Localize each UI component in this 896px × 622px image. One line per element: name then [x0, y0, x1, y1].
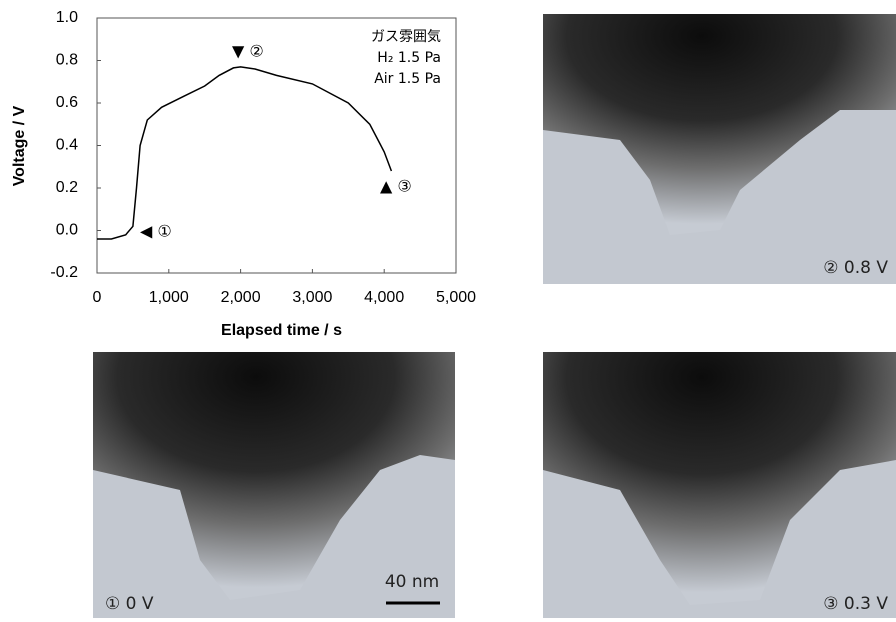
- x-tick-label: 5,000: [436, 289, 476, 306]
- condition-text: H₂ 1.5 Pa: [377, 50, 441, 66]
- panel-caption: ③ 0.3 V: [823, 594, 888, 614]
- y-tick-label: 0.4: [56, 137, 78, 154]
- tem-panel-2: [543, 14, 896, 284]
- x-tick-label: 4,000: [364, 289, 404, 306]
- y-tick-label: 0.0: [56, 222, 78, 239]
- annotation: ▲ ③: [380, 177, 412, 196]
- figure: ① 0 V ② 0.8 V ③ 0.3 V 40 nm -0.2 0.0 0.2 0.…: [0, 0, 896, 618]
- panel-caption: ② 0.8 V: [823, 258, 888, 278]
- panel-caption: ① 0 V: [105, 594, 154, 614]
- condition-text: ガス雰囲気: [371, 29, 441, 45]
- x-tick-label: 1,000: [149, 289, 189, 306]
- voltage-line: [97, 67, 391, 239]
- annotation: ▼ ②: [232, 42, 264, 61]
- y-axis-label: Voltage / V: [11, 105, 28, 186]
- y-tick-label: 1.0: [56, 9, 78, 26]
- x-tick-label: 3,000: [292, 289, 332, 306]
- scale-bar-label: 40 nm: [385, 572, 439, 592]
- y-tick-label: 0.6: [56, 94, 78, 111]
- x-tick-label: 2,000: [221, 289, 261, 306]
- tem-panel-3: [543, 352, 896, 618]
- annotation: ◀ ①: [140, 222, 172, 241]
- y-tick-label: 0.2: [56, 179, 78, 196]
- y-tick-label: -0.2: [50, 264, 78, 281]
- y-tick-label: 0.8: [56, 52, 78, 69]
- x-tick-label: 0: [93, 289, 102, 306]
- condition-text: Air 1.5 Pa: [374, 71, 441, 87]
- x-axis-label: Elapsed time / s: [221, 322, 342, 339]
